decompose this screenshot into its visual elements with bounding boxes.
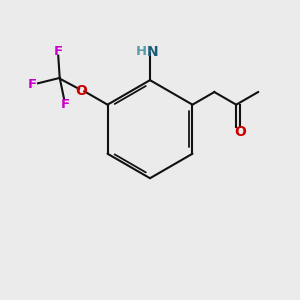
Text: N: N xyxy=(147,45,159,59)
Text: O: O xyxy=(76,84,87,98)
Text: F: F xyxy=(54,45,63,58)
Text: F: F xyxy=(28,78,37,91)
Text: F: F xyxy=(61,98,70,111)
Text: O: O xyxy=(234,125,246,139)
Text: H: H xyxy=(136,44,147,58)
